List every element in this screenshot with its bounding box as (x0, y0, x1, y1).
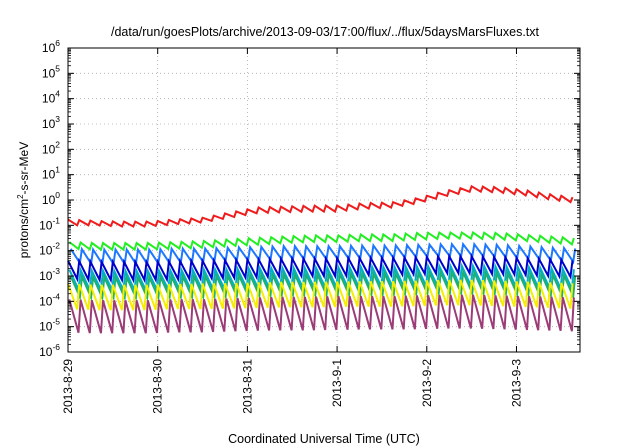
x-tick-label: 2013-8-29 (61, 359, 75, 414)
x-tick-label: 2013-9-3 (509, 359, 523, 407)
series-line (67, 184, 574, 228)
x-tick-label: 2013-8-30 (151, 359, 165, 414)
y-tick-label: 10-4 (39, 291, 60, 308)
y-tick-label: 10-5 (39, 317, 60, 334)
y-tick-label: 100 (42, 190, 60, 207)
x-tick-label: 2013-9-1 (330, 359, 344, 407)
y-axis-label-main: protons/cm (17, 199, 31, 258)
series-line (68, 230, 575, 252)
y-tick-label: 10-6 (39, 342, 60, 359)
y-axis-label: protons/cm2-s-sr-MeV (16, 142, 31, 258)
y-tick-label: 103 (42, 114, 60, 131)
y-tick-label: 104 (42, 89, 60, 106)
y-tick-label: 105 (42, 63, 60, 80)
x-tick-label: 2013-9-2 (420, 359, 434, 407)
y-tick-label: 106 (42, 38, 60, 55)
y-tick-label: 10-3 (39, 266, 60, 283)
x-axis-label: Coordinated Universal Time (UTC) (228, 432, 420, 446)
series-group (67, 184, 577, 334)
y-tick-label: 10-1 (39, 215, 60, 232)
chart-title: /data/run/goesPlots/archive/2013-09-03/1… (111, 25, 540, 39)
series-line (69, 268, 577, 302)
series-line (67, 253, 574, 284)
series-line (67, 279, 574, 311)
series-line (68, 294, 575, 334)
y-axis-label-sup: 2 (16, 194, 25, 199)
y-axis: 10-6 10-5 10-4 10-3 10-2 10-1 100 101 102 103 104 1… (39, 38, 580, 359)
x-axis: 2013-8-29 2013-8-30 2013-8-31 2013-9-1 2013-… (61, 48, 523, 414)
x-tick-label: 2013-8-31 (240, 359, 254, 414)
y-tick-label: 102 (42, 139, 60, 156)
y-axis-label-rest: -s-sr-MeV (17, 142, 31, 195)
y-tick-label: 10-2 (39, 241, 60, 258)
y-tick-label: 101 (42, 165, 60, 182)
